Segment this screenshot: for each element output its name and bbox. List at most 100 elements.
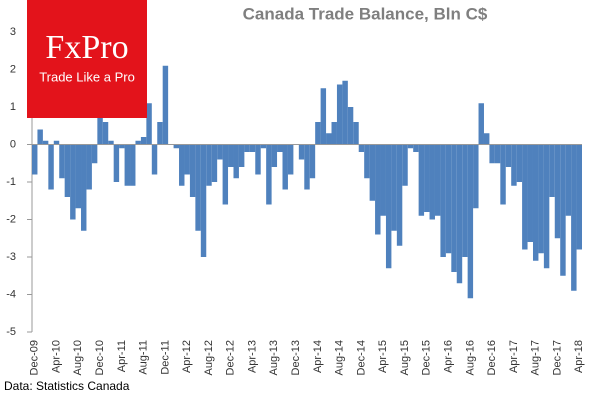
x-tick-label: Dec-11 xyxy=(159,340,171,375)
y-tick-label: 3 xyxy=(10,26,16,38)
x-tick-label: Apr-14 xyxy=(312,340,324,373)
y-tick-label: 0 xyxy=(10,138,16,150)
bar xyxy=(249,144,256,152)
x-tick-label: Apr-13 xyxy=(246,340,258,373)
bar xyxy=(336,84,343,145)
bar xyxy=(81,144,87,231)
bar xyxy=(473,144,479,209)
x-tick-label: Dec-12 xyxy=(225,340,237,375)
bar xyxy=(364,144,370,179)
bar xyxy=(511,144,517,186)
bar xyxy=(211,144,218,182)
bar xyxy=(70,144,76,220)
bar xyxy=(532,144,539,261)
bar xyxy=(353,122,359,145)
bar xyxy=(478,103,484,145)
bar xyxy=(326,133,332,145)
bar xyxy=(554,144,561,239)
bar xyxy=(560,144,566,276)
x-tick-label: Dec-17 xyxy=(551,340,563,375)
x-tick-label: Dec-09 xyxy=(29,340,41,375)
bar xyxy=(309,144,316,179)
bar xyxy=(91,144,98,164)
bar xyxy=(184,144,190,175)
bar xyxy=(462,144,468,257)
bar xyxy=(342,80,348,145)
bar xyxy=(522,144,528,250)
bar xyxy=(424,144,430,212)
bar xyxy=(402,144,408,186)
bar xyxy=(451,144,457,272)
bar xyxy=(298,144,305,160)
bar xyxy=(527,144,533,242)
bar xyxy=(516,144,523,182)
bar xyxy=(255,144,261,175)
bar xyxy=(543,144,550,269)
x-tick-label: Aug-14 xyxy=(334,340,346,375)
bar xyxy=(440,144,446,257)
bar xyxy=(418,144,425,216)
bar xyxy=(151,144,158,175)
bar xyxy=(358,144,365,152)
x-tick-label: Apr-10 xyxy=(50,340,62,373)
bar xyxy=(260,144,267,149)
bar xyxy=(119,144,125,149)
bar xyxy=(173,144,180,149)
y-tick-label: -3 xyxy=(6,251,16,263)
bar xyxy=(162,65,169,145)
logo-box xyxy=(27,0,147,118)
source-note: Data: Statistics Canada xyxy=(4,379,130,393)
bar xyxy=(494,144,501,164)
bar xyxy=(347,107,354,145)
bar xyxy=(549,144,555,197)
bar xyxy=(396,144,403,246)
bar xyxy=(407,144,414,149)
bar xyxy=(124,144,131,186)
bar xyxy=(222,144,229,205)
bar xyxy=(244,144,250,152)
y-tick-label: -4 xyxy=(6,288,16,300)
bar xyxy=(277,144,283,152)
bar xyxy=(200,144,207,257)
bar xyxy=(429,144,435,220)
bar xyxy=(48,144,54,190)
x-tick-label: Aug-11 xyxy=(138,340,150,375)
bar xyxy=(434,144,441,216)
bar xyxy=(538,144,544,254)
x-tick-label: Apr-18 xyxy=(573,340,585,373)
bar xyxy=(97,107,103,145)
bar xyxy=(489,144,495,164)
bar xyxy=(565,144,572,216)
bar xyxy=(102,122,109,145)
bar xyxy=(271,144,278,167)
bar xyxy=(320,88,327,145)
bar xyxy=(505,144,512,167)
y-tick-label: -1 xyxy=(6,176,16,188)
bar xyxy=(32,144,38,175)
x-tick-label: Dec-14 xyxy=(355,340,367,375)
x-tick-label: Aug-17 xyxy=(530,340,542,375)
x-tick-label: Dec-10 xyxy=(94,340,106,375)
bar xyxy=(53,140,60,145)
x-tick-label: Aug-16 xyxy=(464,340,476,375)
bar xyxy=(238,144,245,167)
bar xyxy=(282,144,288,190)
bar xyxy=(266,144,272,205)
x-tick-label: Aug-15 xyxy=(399,340,411,375)
chart-title: Canada Trade Balance, Bln C$ xyxy=(243,4,488,23)
bar xyxy=(304,144,310,190)
y-tick-label: 2 xyxy=(10,63,16,75)
bar xyxy=(157,122,163,145)
logo-text: FxPro xyxy=(45,29,128,66)
bar xyxy=(146,103,152,145)
bar xyxy=(113,144,120,182)
y-tick-label: 1 xyxy=(10,101,16,113)
y-tick-label: -5 xyxy=(6,326,16,338)
bar xyxy=(571,144,577,291)
bar xyxy=(287,144,294,175)
bar xyxy=(189,144,196,197)
bar xyxy=(385,144,392,269)
x-tick-label: Apr-11 xyxy=(116,340,128,372)
x-tick-label: Aug-13 xyxy=(268,340,280,375)
